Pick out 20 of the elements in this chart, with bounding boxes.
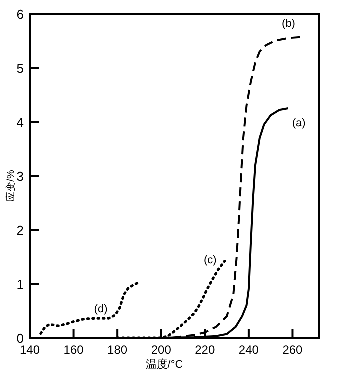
y-tick-label: 3: [16, 169, 24, 184]
y-tick-label: 2: [16, 223, 24, 238]
y-axis-title: 应变/%: [5, 170, 17, 202]
y-tick-label: 4: [16, 115, 24, 130]
x-tick-label: 160: [64, 343, 84, 357]
series-label: (c): [204, 254, 217, 266]
y-tick-label: 1: [16, 277, 24, 292]
x-tick-label: 220: [195, 343, 216, 357]
series-label: (d): [94, 303, 108, 316]
series-label: (a): [292, 118, 306, 130]
x-tick-label: 180: [108, 343, 128, 357]
x-tick-label: 260: [282, 343, 304, 357]
y-tick-label: 5: [16, 61, 24, 76]
x-tick-label: 200: [151, 343, 172, 357]
x-axis-title: 温度/°C: [146, 358, 184, 370]
x-tick-label: 140: [20, 343, 40, 357]
y-tick-label: 0: [16, 331, 24, 346]
series-label: (b): [282, 18, 296, 30]
x-tick-label: 240: [238, 343, 260, 357]
y-tick-label: 6: [16, 7, 24, 22]
